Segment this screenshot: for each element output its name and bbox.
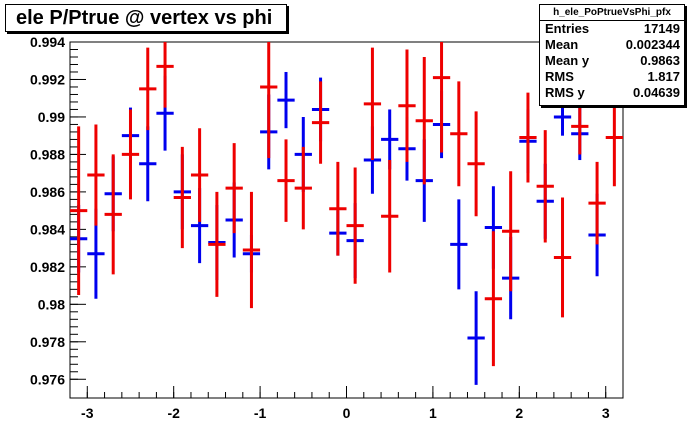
data-point — [156, 42, 174, 108]
data-point — [450, 81, 468, 187]
data-point — [588, 161, 606, 245]
stats-label: Mean y — [545, 53, 590, 68]
data-point — [173, 146, 191, 249]
plot-frame-layer — [69, 41, 624, 399]
y-tick-label: 0.984 — [30, 221, 65, 237]
stats-row-rms: RMS 1.817 — [540, 69, 684, 85]
data-point — [467, 111, 485, 217]
y-tick-label: 0.99 — [38, 109, 65, 125]
stats-label: Entries — [545, 21, 590, 36]
data-point — [398, 49, 416, 162]
chart-title-box: ele P/Ptrue @ vertex vs phi — [5, 4, 287, 32]
data-point — [519, 92, 537, 183]
y-tick-label: 0.988 — [30, 146, 65, 162]
chart-title: ele P/Ptrue @ vertex vs phi — [16, 6, 273, 29]
x-tick-label: -3 — [81, 405, 94, 421]
data-layer — [70, 42, 623, 385]
data-point — [294, 146, 312, 230]
y-tick-label: 0.994 — [30, 34, 65, 50]
stats-value: 0.9863 — [640, 53, 680, 68]
data-point — [381, 160, 399, 273]
stats-row-rms-y: RMS y 0.04639 — [540, 85, 684, 101]
data-series — [70, 42, 623, 367]
stats-row-entries: Entries 17149 — [540, 21, 684, 37]
data-point — [70, 126, 88, 295]
x-tick-label: -2 — [167, 405, 180, 421]
data-point — [415, 56, 433, 185]
data-point — [87, 124, 105, 226]
stats-box: h_ele_PoPtrueVsPhi_pfx Entries 17149 Mea… — [539, 4, 685, 106]
data-point — [432, 42, 451, 153]
y-tick-label: 0.98 — [38, 296, 65, 312]
x-tick-label: 2 — [515, 405, 523, 421]
stats-label: RMS y — [545, 85, 585, 100]
stats-row-mean-y: Mean y 0.9863 — [540, 53, 684, 69]
data-point — [208, 191, 226, 297]
data-point — [553, 197, 572, 318]
axis-layer: 0.976 0.978 0.98 0.982 0.984 0.986 0.988 0.99 0.… — [30, 34, 624, 421]
data-point — [225, 143, 243, 234]
data-point — [467, 291, 485, 385]
x-tick-label: 3 — [602, 405, 610, 421]
stats-value: 0.04639 — [633, 85, 680, 100]
data-point — [260, 42, 278, 159]
stats-value: 17149 — [643, 21, 680, 36]
data-point — [381, 109, 399, 170]
data-point — [311, 81, 330, 164]
stats-value: 1.817 — [647, 69, 680, 84]
data-point — [363, 47, 382, 161]
x-tick-label: 0 — [343, 405, 351, 421]
data-point — [502, 171, 520, 292]
data-point — [536, 130, 554, 243]
y-tick-label: 0.986 — [30, 184, 65, 200]
y-tick-label: 0.978 — [30, 334, 65, 350]
x-tick-label: 1 — [429, 405, 437, 421]
stats-row-mean: Mean 0.002344 — [540, 37, 684, 53]
data-point — [104, 154, 122, 275]
data-point — [121, 109, 140, 200]
data-point — [571, 98, 589, 155]
data-point — [190, 128, 209, 222]
x-tick-label: -1 — [254, 405, 267, 421]
data-point — [450, 199, 468, 290]
data-point — [277, 139, 295, 222]
data-point — [484, 231, 503, 367]
data-point — [277, 71, 295, 129]
stats-histogram-name: h_ele_PoPtrueVsPhi_pfx — [540, 5, 684, 21]
stats-label: RMS — [545, 69, 574, 84]
plot-frame — [69, 41, 624, 399]
data-point — [346, 167, 364, 284]
y-tick-label: 0.976 — [30, 371, 65, 387]
data-point — [139, 47, 157, 131]
data-point — [242, 191, 261, 309]
y-tick-label: 0.982 — [30, 259, 65, 275]
data-point — [329, 161, 347, 256]
data-point — [139, 126, 157, 202]
y-tick-label: 0.992 — [30, 71, 65, 87]
stats-value: 0.002344 — [625, 37, 680, 52]
stats-label: Mean — [545, 37, 579, 52]
